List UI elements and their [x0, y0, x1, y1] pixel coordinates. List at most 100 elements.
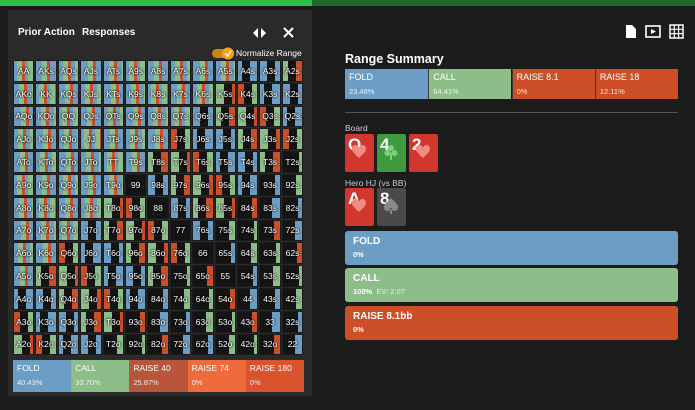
- hand-cell[interactable]: 87s: [169, 196, 192, 219]
- hand-cell[interactable]: KQs: [57, 82, 80, 105]
- hand-cell[interactable]: 22: [281, 333, 304, 356]
- hand-cell[interactable]: A8o: [13, 196, 35, 219]
- hand-cell[interactable]: J5o: [80, 265, 102, 287]
- hand-cell[interactable]: 74s: [237, 219, 259, 242]
- hand-cell[interactable]: 83s: [259, 196, 281, 219]
- hand-cell[interactable]: 64o: [192, 288, 214, 310]
- toolbar-icons[interactable]: [620, 22, 686, 40]
- hand-cell[interactable]: 98s: [147, 174, 169, 196]
- hand-cell[interactable]: T7s: [169, 151, 192, 173]
- hand-cell[interactable]: QJs: [80, 105, 102, 128]
- hand-cell[interactable]: ATs: [102, 60, 124, 82]
- hand-cell[interactable]: K3o: [35, 310, 57, 333]
- hand-cell[interactable]: 85o: [147, 265, 169, 287]
- hand-cell[interactable]: T5s: [214, 151, 236, 173]
- hand-cell[interactable]: QTo: [57, 151, 80, 173]
- hand-cell[interactable]: 86s: [192, 196, 214, 219]
- hand-cell[interactable]: Q7s: [169, 105, 192, 128]
- hand-cell[interactable]: 63s: [259, 242, 281, 265]
- hand-cell[interactable]: A6o: [13, 242, 35, 265]
- hand-cell[interactable]: 53s: [259, 265, 281, 287]
- hand-cell[interactable]: T2o: [102, 333, 124, 356]
- hand-cell[interactable]: ATo: [13, 151, 35, 173]
- legend-item[interactable]: CALL 33.70%: [71, 360, 130, 392]
- hand-cell[interactable]: KTs: [102, 82, 124, 105]
- hand-cell[interactable]: JTo: [80, 151, 102, 173]
- legend-item[interactable]: FOLD 40.43%: [13, 360, 72, 392]
- hand-cell[interactable]: K3s: [259, 82, 281, 105]
- hand-cell[interactable]: A9s: [125, 60, 147, 82]
- hand-cell[interactable]: 73s: [259, 219, 281, 242]
- hand-cell[interactable]: 97o: [125, 219, 147, 242]
- hand-cell[interactable]: 75o: [169, 265, 192, 287]
- hand-cell[interactable]: 52s: [281, 265, 304, 287]
- hand-cell[interactable]: K6o: [35, 242, 57, 265]
- hand-cell[interactable]: J4o: [80, 288, 102, 310]
- hand-cell[interactable]: K2s: [281, 82, 304, 105]
- hand-cell[interactable]: A2o: [13, 333, 35, 356]
- hand-cell[interactable]: J7s: [169, 128, 192, 151]
- hand-cell[interactable]: KK: [35, 82, 57, 105]
- hand-cell[interactable]: KQo: [35, 105, 57, 128]
- hand-cell[interactable]: A3o: [13, 310, 35, 333]
- hand-cell[interactable]: A8s: [147, 60, 169, 82]
- hand-cell[interactable]: 53o: [214, 310, 236, 333]
- hand-cell[interactable]: 66: [192, 242, 214, 265]
- hand-cell[interactable]: 82o: [147, 333, 169, 356]
- hand-cell[interactable]: K7s: [169, 82, 192, 105]
- hand-cell[interactable]: A6s: [192, 60, 214, 82]
- hand-cell[interactable]: 44: [237, 288, 259, 310]
- action-button[interactable]: FOLD 0%: [345, 231, 678, 265]
- legend-item[interactable]: RAISE 40 25.87%: [129, 360, 188, 392]
- hand-cell[interactable]: 62o: [192, 333, 214, 356]
- hand-cell[interactable]: AKs: [35, 60, 57, 82]
- hand-cell[interactable]: K4s: [237, 82, 259, 105]
- hand-cell[interactable]: AKo: [13, 82, 35, 105]
- hand-cell[interactable]: K5o: [35, 265, 57, 287]
- hand-cell[interactable]: 99: [125, 174, 147, 196]
- hand-cell[interactable]: A3s: [259, 60, 281, 82]
- tab[interactable]: Prior Action: [18, 27, 75, 38]
- hand-cell[interactable]: Q9s: [125, 105, 147, 128]
- hand-cell[interactable]: Q3s: [259, 105, 281, 128]
- hand-cell[interactable]: 95o: [125, 265, 147, 287]
- hand-cell[interactable]: 96s: [192, 174, 214, 196]
- hand-cell[interactable]: J4s: [237, 128, 259, 151]
- hand-cell[interactable]: T4o: [102, 288, 124, 310]
- hand-cell[interactable]: K7o: [35, 219, 57, 242]
- hand-cell[interactable]: 65o: [192, 265, 214, 287]
- hand-cell[interactable]: 76s: [192, 219, 214, 242]
- hand-cell[interactable]: 32o: [259, 333, 281, 356]
- hand-cell[interactable]: 84s: [237, 196, 259, 219]
- hand-cell[interactable]: T8s: [147, 151, 169, 173]
- hand-cell[interactable]: 92o: [125, 333, 147, 356]
- hand-cell[interactable]: 96o: [125, 242, 147, 265]
- hand-cell[interactable]: 93o: [125, 310, 147, 333]
- hand-cell[interactable]: 43o: [237, 310, 259, 333]
- hand-cell[interactable]: 42o: [237, 333, 259, 356]
- hand-cell[interactable]: QQ: [57, 105, 80, 128]
- hand-cell[interactable]: J5s: [214, 128, 236, 151]
- hand-cell[interactable]: A5o: [13, 265, 35, 287]
- legend-item[interactable]: RAISE 180 0%: [245, 360, 304, 392]
- hand-cell[interactable]: Q4o: [57, 288, 80, 310]
- hand-cell[interactable]: J2s: [281, 128, 304, 151]
- hand-cell[interactable]: J3s: [259, 128, 281, 151]
- hand-cell[interactable]: 32s: [281, 310, 304, 333]
- action-button[interactable]: RAISE 8.1bb 0%: [345, 306, 678, 340]
- hand-cell[interactable]: 42s: [281, 288, 304, 310]
- hand-cell[interactable]: AJs: [80, 60, 102, 82]
- panel-icons[interactable]: [250, 24, 300, 42]
- hand-cell[interactable]: Q5s: [214, 105, 236, 128]
- hand-cell[interactable]: 72o: [169, 333, 192, 356]
- hand-cell[interactable]: J8s: [147, 128, 169, 151]
- hand-cell[interactable]: Q7o: [57, 219, 80, 242]
- action-button[interactable]: CALL 100% EV: 2.07: [345, 268, 678, 302]
- hand-cell[interactable]: 55: [214, 265, 236, 287]
- hand-cell[interactable]: J3o: [80, 310, 102, 333]
- hand-cell[interactable]: K6s: [192, 82, 214, 105]
- hand-cell[interactable]: K5s: [214, 82, 236, 105]
- hand-cell[interactable]: Q3o: [57, 310, 80, 333]
- hand-cell[interactable]: A2s: [281, 60, 304, 82]
- hand-cell[interactable]: Q4s: [237, 105, 259, 128]
